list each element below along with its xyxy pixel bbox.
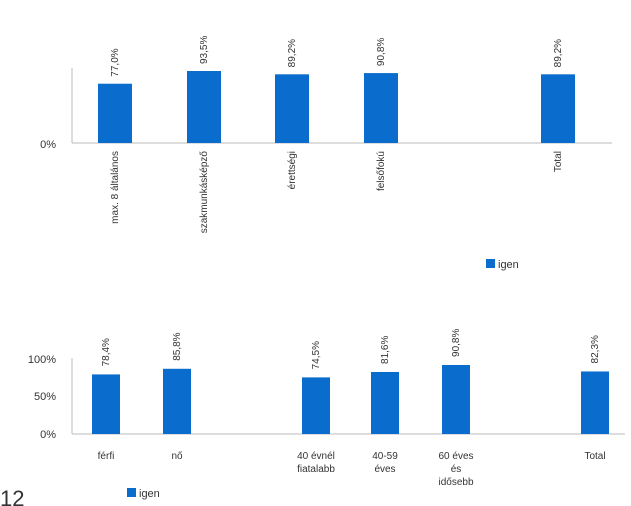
chart2-category-label-5: Total: [584, 451, 605, 462]
chart2-bar-5: [581, 371, 609, 434]
chart2-bar-0: [92, 374, 120, 434]
chart2-data-label-0: 78,4%: [101, 338, 112, 366]
chart1-legend-label: igen: [498, 259, 519, 271]
chart1-bar-0: [98, 83, 132, 143]
chart1-bar-4: [541, 74, 575, 143]
chart2-legend-swatch: [127, 488, 136, 497]
chart-education: 0% 77,0% max. 8 általános 93,5% szakmunkásk…: [40, 36, 612, 271]
chart1-data-label-1: 93,5%: [199, 36, 210, 64]
chart2-category-label-3: 40-59 éves: [372, 451, 398, 475]
chart2-bar-4: [442, 364, 470, 434]
chart1-category-label-3: felsőfokú: [376, 151, 387, 191]
chart2-data-label-1: 85,8%: [172, 332, 183, 360]
chart1-bar-3: [364, 73, 398, 143]
chart2-category-label-1: nő: [171, 451, 183, 462]
chart2-bar-1: [163, 368, 191, 434]
chart2-data-label-3: 81,6%: [380, 336, 391, 364]
chart1-bar-1: [187, 71, 221, 143]
chart2-y-tick-100: 100%: [28, 354, 56, 366]
chart1-category-label-4: Total: [553, 151, 564, 172]
chart1-legend: igen: [486, 259, 519, 271]
chart2-legend-label: igen: [139, 488, 160, 500]
chart1-category-label-1: szakmunkásképző: [199, 151, 210, 234]
chart1-data-label-3: 90,8%: [376, 38, 387, 66]
chart1-legend-swatch: [486, 259, 495, 268]
chart2-y-tick-50: 50%: [34, 391, 56, 403]
chart1-bar-2: [275, 74, 309, 143]
chart1-data-label-4: 89,2%: [553, 39, 564, 67]
chart2-bar-2: [302, 377, 330, 434]
chart1-category-label-0: max. 8 általános: [110, 151, 121, 224]
page-number: 12: [0, 486, 24, 506]
chart1-data-label-0: 77,0%: [110, 48, 121, 76]
chart2-bar-3: [371, 371, 399, 434]
chart1-category-label-2: érettségi: [287, 151, 298, 189]
chart2-category-label-4: 60 éves és idősebb: [438, 451, 473, 488]
chart1-y-tick-0: 0%: [40, 139, 56, 151]
chart2-data-label-5: 82,3%: [590, 335, 601, 363]
chart2-y-tick-0: 0%: [40, 429, 56, 441]
chart2-data-label-2: 74,5%: [311, 341, 322, 369]
chart-gender-age: 100% 50% 0% 78,4% férfi 85,8% nő 74,5% 40 évn…: [28, 329, 625, 500]
chart1-data-label-2: 89,2%: [287, 39, 298, 67]
chart2-category-label-0: férfi: [98, 451, 115, 462]
chart2-data-label-4: 90,8%: [451, 329, 462, 357]
chart2-category-label-2: 40 évnél fiatalabb: [297, 451, 335, 475]
chart2-legend: igen: [127, 488, 160, 500]
